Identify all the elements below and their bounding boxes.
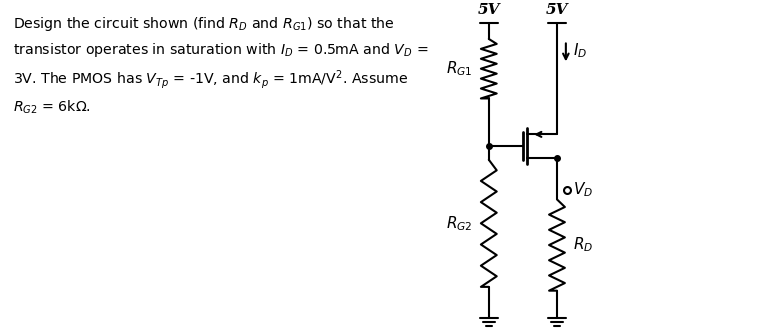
Text: $I_D$: $I_D$ xyxy=(573,41,587,60)
Text: 5V: 5V xyxy=(546,3,568,17)
Text: $V_D$: $V_D$ xyxy=(573,180,593,199)
Text: 5V: 5V xyxy=(478,3,500,17)
Text: $R_{G2}$: $R_{G2}$ xyxy=(446,214,473,233)
Text: Design the circuit shown (find $R_D$ and $R_{G1}$) so that the
transistor operat: Design the circuit shown (find $R_D$ and… xyxy=(13,15,428,116)
Text: $R_D$: $R_D$ xyxy=(573,236,593,254)
Text: $R_{G1}$: $R_{G1}$ xyxy=(446,59,473,78)
